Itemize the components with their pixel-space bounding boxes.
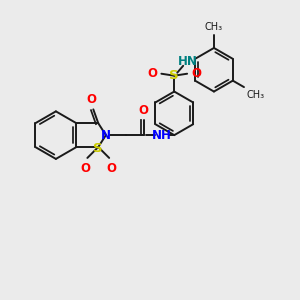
Text: O: O bbox=[147, 67, 158, 80]
Text: O: O bbox=[86, 93, 96, 106]
Text: HN: HN bbox=[178, 55, 198, 68]
Text: N: N bbox=[101, 129, 111, 142]
Text: O: O bbox=[106, 162, 116, 175]
Text: NH: NH bbox=[152, 129, 171, 142]
Text: S: S bbox=[94, 142, 103, 154]
Text: CH₃: CH₃ bbox=[247, 90, 265, 100]
Text: O: O bbox=[139, 104, 148, 117]
Text: O: O bbox=[80, 162, 90, 175]
Text: CH₃: CH₃ bbox=[205, 22, 223, 32]
Text: O: O bbox=[191, 67, 201, 80]
Text: S: S bbox=[169, 69, 179, 82]
